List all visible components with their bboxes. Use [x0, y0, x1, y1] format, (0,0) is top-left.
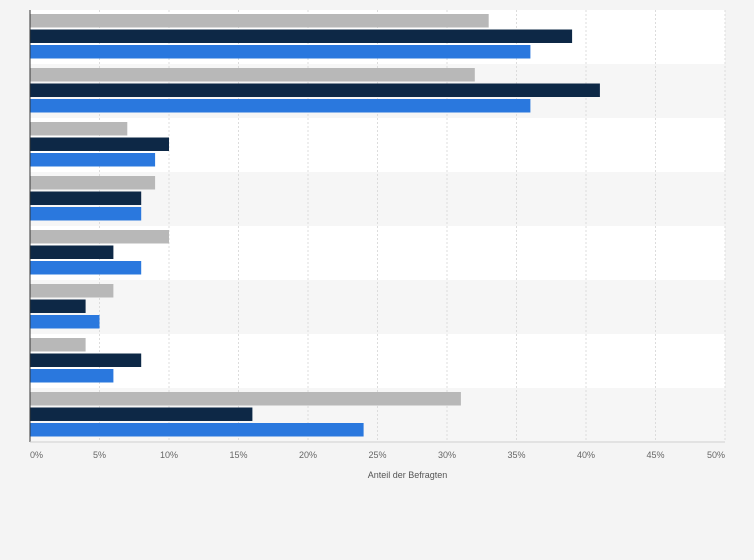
gridlines	[99, 10, 726, 442]
bar	[30, 261, 142, 275]
bar	[30, 392, 461, 406]
x-tick-label: 5%	[93, 450, 106, 460]
bars	[30, 14, 600, 437]
bar	[30, 338, 86, 352]
bar	[30, 99, 531, 113]
bar	[30, 207, 142, 221]
bar	[30, 29, 573, 43]
x-tick-label: 25%	[368, 450, 386, 460]
x-tick-label: 30%	[438, 450, 456, 460]
x-tick-label: 50%	[707, 450, 725, 460]
x-tick-label: 20%	[299, 450, 317, 460]
axes	[29, 10, 725, 443]
bar	[30, 369, 114, 383]
bar	[30, 68, 475, 82]
x-tick-label: 40%	[577, 450, 595, 460]
bar	[30, 353, 142, 367]
x-axis-title: Anteil der Befragten	[368, 470, 448, 480]
bar	[30, 14, 489, 28]
bar	[30, 153, 156, 167]
x-tick-label: 0%	[30, 450, 43, 460]
bar	[30, 230, 169, 244]
x-tick-label: 45%	[646, 450, 664, 460]
bar	[30, 191, 142, 205]
bar	[30, 315, 100, 329]
bar	[30, 83, 600, 97]
bar	[30, 45, 531, 59]
x-tick-label: 10%	[160, 450, 178, 460]
bar	[30, 137, 169, 151]
bar	[30, 299, 86, 313]
bar	[30, 245, 114, 259]
x-tick-labels: 0% 5% 10% 15% 20% 25% 30% 35% 40% 45% 50%	[30, 450, 725, 460]
bar	[30, 122, 128, 136]
bar	[30, 284, 114, 298]
x-tick-label: 35%	[507, 450, 525, 460]
bar	[30, 423, 364, 437]
bar	[30, 407, 253, 421]
x-tick-label: 15%	[229, 450, 247, 460]
bar	[30, 176, 156, 190]
